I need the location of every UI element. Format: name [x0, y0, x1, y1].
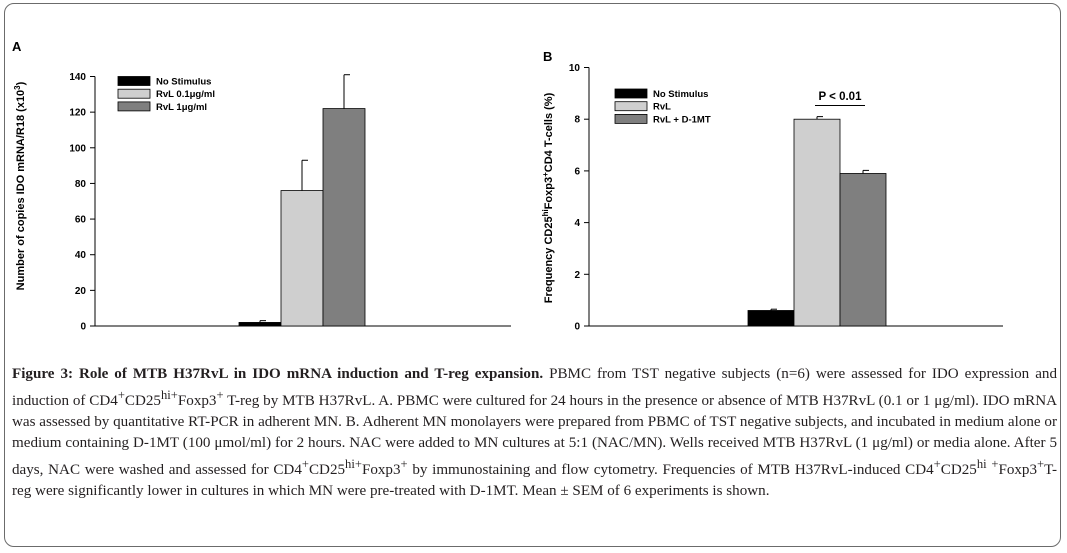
panel-a-ylabel-sup: 3	[13, 85, 22, 90]
panel-a-ytick-label: 0	[80, 322, 86, 333]
panel-a-legend-swatch	[117, 76, 151, 86]
panel-b-ytick-label: 8	[574, 115, 580, 126]
panel-b-ytick-label: 0	[574, 322, 580, 333]
panel-b-label: B	[543, 49, 552, 64]
panel-a-ytick-label: 100	[69, 143, 86, 154]
panel-b-bar	[793, 118, 841, 327]
panel-b-legend-label: RvL	[653, 102, 671, 113]
panel-b-legend-label: RvL + D-1MT	[653, 114, 711, 125]
panel-a-label: A	[12, 39, 22, 54]
panel-a-ylabel-end: )	[15, 81, 27, 85]
panel-a-ylabel-main: Number of copies IDO mRNA/R18 (x10	[15, 90, 27, 291]
panel-a-ytick-label: 20	[75, 286, 87, 297]
panel-b-significance-label: P < 0.01	[819, 91, 863, 103]
panel-b-legend-swatch	[614, 114, 648, 124]
svg-text:Number of copies IDO mRNA/R18: Number of copies IDO mRNA/R18 (x103)	[13, 81, 27, 290]
panel-a-bar	[322, 108, 366, 327]
panel-b-ylabel: Frequency CD25hiFoxp3+CD4 T-cells (%)	[541, 92, 555, 303]
panel-a-legend-swatch	[117, 88, 151, 99]
panel-b-legend-label: No Stimulus	[653, 89, 708, 100]
panel-b-ytick-label: 6	[574, 166, 580, 177]
panel-a-ylabel: Number of copies IDO mRNA/R18 (x103)	[13, 81, 27, 290]
panel-a-legend-swatch	[117, 101, 151, 112]
panel-a-legend-label: RvL 0.1μg/ml	[156, 89, 215, 100]
panel-a-ytick-label: 140	[69, 72, 86, 83]
figure-caption: Figure 3: Role of MTB H37RvL in IDO mRNA…	[12, 366, 1057, 500]
panel-a-legend-label: RvL 1μg/ml	[156, 102, 207, 113]
panel-b-legend-swatch	[614, 101, 648, 112]
svg-text:Frequency CD25hiFoxp3+CD4 T-ce: Frequency CD25hiFoxp3+CD4 T-cells (%)	[541, 92, 555, 303]
panel-a-bar	[238, 322, 282, 327]
panel-a-ytick-label: 60	[75, 215, 87, 226]
panel-a-ytick-label: 40	[75, 250, 87, 261]
panel-a-legend-label: No Stimulus	[156, 77, 211, 88]
figure-charts: A Number of copies IDO mRNA/R18 (x103) 0…	[12, 39, 1003, 333]
panel-b-legend-swatch	[614, 88, 648, 99]
panel-a-ytick-label: 120	[69, 108, 86, 119]
panel-a-bar	[280, 190, 324, 327]
panel-b-ytick-label: 10	[569, 63, 581, 74]
panel-b-bar	[747, 310, 795, 327]
figure-frame	[4, 3, 1061, 547]
panel-a-ytick-label: 80	[75, 179, 87, 190]
panel-b-bar	[839, 173, 887, 327]
panel-b-ytick-label: 4	[574, 218, 580, 229]
caption-title: Figure 3: Role of MTB H37RvL in IDO mRNA…	[12, 366, 544, 382]
panel-b-ytick-label: 2	[574, 270, 580, 281]
